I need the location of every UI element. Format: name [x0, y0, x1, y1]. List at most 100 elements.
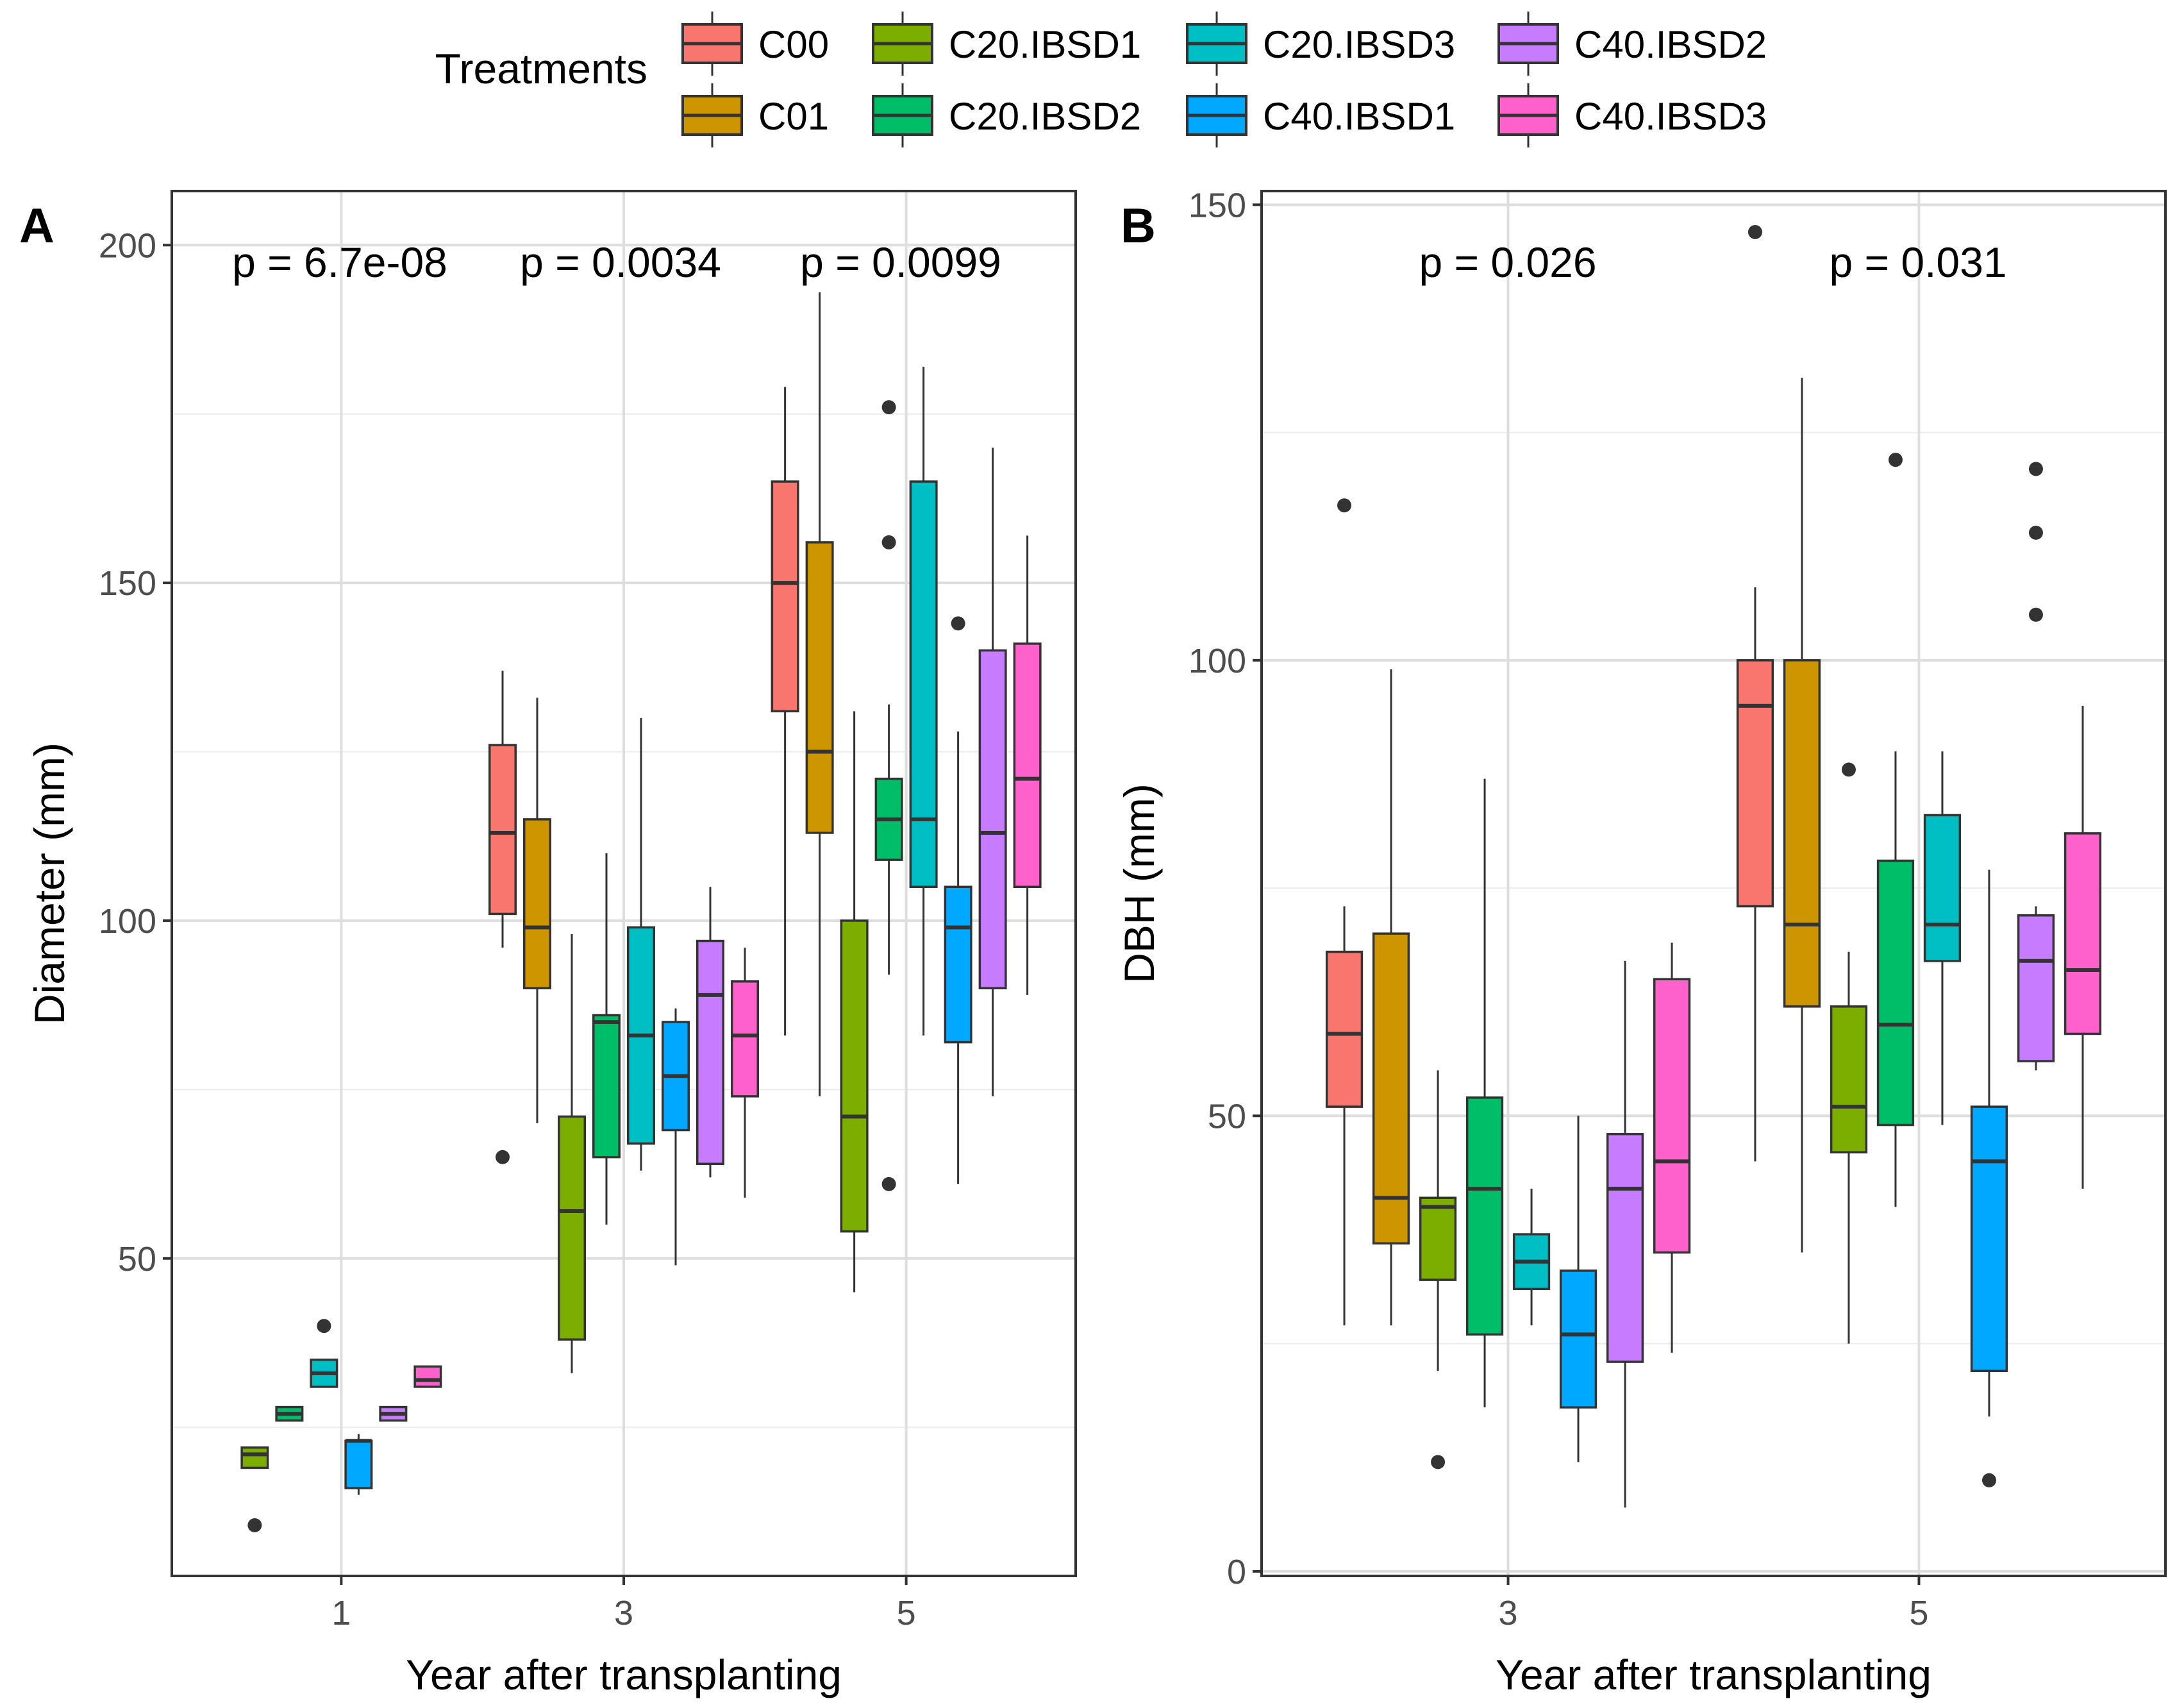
- box-c20-ibsd3-year-3: [1512, 1189, 1551, 1326]
- box-body: [2064, 832, 2102, 1035]
- box-c40-ibsd2-year-3: [696, 887, 724, 1178]
- box-body: [488, 744, 517, 916]
- box-c40-ibsd1-year-5: [1970, 869, 2008, 1487]
- box-body: [840, 919, 869, 1233]
- panel-a-label: A: [19, 199, 54, 253]
- y-tick-label: 0: [1227, 1553, 1246, 1591]
- y-tick-label: 150: [99, 564, 156, 603]
- legend-label-c40-ibsd2: C40.IBSD2: [1574, 23, 1767, 66]
- box-c20-ibsd1-year-5: [840, 711, 869, 1293]
- box-c40-ibsd2-year-5: [2017, 462, 2055, 1071]
- box-c40-ibsd2-year-1: [379, 1405, 408, 1422]
- outlier-point: [2028, 462, 2043, 476]
- p-value-label: p = 6.7e-08: [232, 239, 447, 286]
- box-body: [1970, 1105, 2008, 1373]
- legend-item-c40-ibsd1: C40.IBSD1: [1186, 83, 1455, 147]
- box-c01-year-5: [805, 292, 834, 1096]
- box-body: [805, 541, 834, 834]
- box-body: [523, 818, 551, 990]
- box-c40-ibsd2-year-5: [978, 448, 1007, 1096]
- outlier-point: [1337, 498, 1352, 513]
- box-c00-year-3: [488, 671, 517, 1164]
- outlier-point: [1431, 1455, 1446, 1469]
- legend-label-c40-ibsd3: C40.IBSD3: [1574, 95, 1767, 138]
- legend-item-c20-ibsd3: C20.IBSD3: [1186, 12, 1455, 76]
- box-c40-ibsd3-year-3: [731, 948, 759, 1198]
- legend-label-c00: C00: [758, 23, 829, 66]
- box-body: [1830, 1005, 1868, 1153]
- outlier-point: [496, 1150, 510, 1164]
- box-body: [696, 939, 724, 1166]
- box-c20-ibsd1-year-3: [1419, 1070, 1457, 1469]
- box-c20-ibsd2-year-5: [1876, 453, 1915, 1207]
- box-c40-ibsd1-year-5: [944, 616, 972, 1184]
- box-body: [909, 480, 938, 889]
- legend-label-c40-ibsd1: C40.IBSD1: [1263, 95, 1455, 138]
- p-value-label: p = 0.0099: [800, 239, 1001, 286]
- box-c20-ibsd2-year-3: [592, 853, 621, 1225]
- x-tick-label: 5: [1909, 1594, 1928, 1632]
- x-tick-label: 1: [331, 1594, 351, 1632]
- panel-b-ylabel: DBH (mm): [1115, 783, 1163, 984]
- outlier-point: [2028, 607, 2043, 622]
- box-c40-ibsd3-year-5: [2064, 705, 2102, 1189]
- box-body: [1736, 659, 1774, 908]
- box-c20-ibsd2-year-5: [874, 400, 903, 1191]
- x-tick-label: 3: [1499, 1594, 1518, 1632]
- legend-item-c20-ibsd1: C20.IBSD1: [872, 12, 1141, 76]
- y-tick-label: 100: [1189, 642, 1246, 680]
- box-c20-ibsd2-year-3: [1465, 778, 1504, 1408]
- box-body: [240, 1446, 269, 1469]
- box-body: [2017, 914, 2055, 1062]
- panel-b: 0 50 100 150 3 5 B DBH (mm) Year after transp…: [1115, 186, 2167, 1698]
- box-body: [344, 1439, 373, 1489]
- box-c40-ibsd1-year-3: [1559, 1116, 1597, 1462]
- box-c20-ibsd3-year-5: [909, 366, 938, 1036]
- box-c20-ibsd1-year-1: [240, 1446, 269, 1532]
- outlier-point: [881, 535, 896, 549]
- box-c20-ibsd3-year-5: [1923, 751, 1962, 1125]
- x-tick-label: 3: [614, 1594, 633, 1632]
- y-tick-label: 100: [99, 902, 156, 941]
- box-body: [1876, 859, 1915, 1126]
- outlier-point: [2028, 525, 2043, 540]
- outlier-point: [317, 1319, 331, 1334]
- panel-a-xlabel: Year after transplanting: [406, 1651, 842, 1698]
- box-body: [1559, 1269, 1597, 1409]
- box-body: [413, 1365, 442, 1388]
- legend-item-c40-ibsd2: C40.IBSD2: [1497, 12, 1767, 76]
- panel-b-xlabel: Year after transplanting: [1496, 1651, 1931, 1698]
- outlier-point: [1888, 453, 1903, 467]
- y-tick-label: 200: [99, 226, 156, 265]
- outlier-point: [1841, 762, 1856, 777]
- box-c01-year-5: [1783, 378, 1821, 1253]
- box-body: [592, 1014, 621, 1159]
- outlier-point: [951, 616, 965, 631]
- outlier-point: [1981, 1473, 1996, 1487]
- outlier-point: [881, 1176, 896, 1191]
- p-value-label: p = 0.0034: [520, 239, 721, 286]
- legend-item-c01: C01: [681, 83, 829, 147]
- y-tick-label: 50: [1208, 1097, 1246, 1135]
- legend-label-c01: C01: [758, 95, 829, 138]
- box-c00-year-5: [771, 387, 799, 1036]
- box-c20-ibsd2-year-1: [275, 1405, 304, 1422]
- box-c01-year-3: [523, 698, 551, 1124]
- box-c40-ibsd3-year-5: [1013, 535, 1042, 995]
- box-c40-ibsd3-year-3: [1653, 942, 1691, 1353]
- box-body: [944, 885, 972, 1044]
- box-c20-ibsd1-year-5: [1830, 762, 1868, 1344]
- legend-title: Treatments: [435, 45, 647, 92]
- box-c40-ibsd3-year-1: [413, 1365, 442, 1388]
- box-body: [1923, 814, 1962, 962]
- panel-b-border: [1260, 190, 2167, 1577]
- legend-label-c20-ibsd3: C20.IBSD3: [1263, 23, 1455, 66]
- box-c00-year-3: [1325, 498, 1364, 1326]
- box-c40-ibsd1-year-1: [344, 1434, 373, 1495]
- outlier-point: [247, 1518, 262, 1532]
- p-value-label: p = 0.026: [1419, 239, 1596, 286]
- box-body: [1013, 642, 1042, 889]
- box-body: [1465, 1096, 1504, 1336]
- legend-label-c20-ibsd1: C20.IBSD1: [949, 23, 1141, 66]
